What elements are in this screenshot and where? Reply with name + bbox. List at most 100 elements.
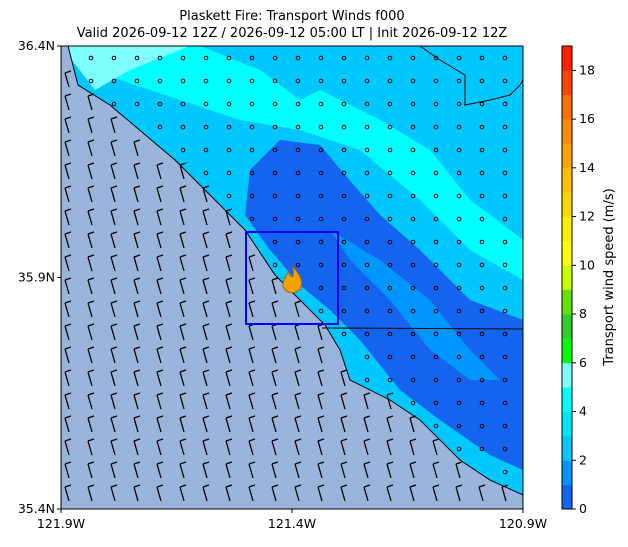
wind-barb <box>386 392 394 410</box>
wind-barb <box>179 484 187 502</box>
wind-barb <box>133 300 141 318</box>
calm-wind <box>180 55 186 61</box>
wind-barb <box>202 300 210 318</box>
calm-wind <box>157 124 163 130</box>
wind-barb <box>202 208 210 226</box>
calm-wind <box>387 55 393 61</box>
colorbar-tick-label: 8 <box>579 306 587 321</box>
wind-barb <box>133 185 141 203</box>
x-tick-label: 120.9W <box>499 516 547 531</box>
calm-wind <box>456 377 462 383</box>
wind-barb <box>179 231 187 249</box>
calm-wind <box>364 331 370 337</box>
calm-wind <box>433 216 439 222</box>
calm-wind <box>295 193 301 199</box>
wind-barb <box>156 323 164 341</box>
calm-wind <box>479 78 485 84</box>
calm-wind <box>456 354 462 360</box>
wind-barb <box>110 392 118 410</box>
calm-wind <box>456 78 462 84</box>
calm-wind <box>479 147 485 153</box>
calm-wind <box>387 377 393 383</box>
calm-wind <box>341 216 347 222</box>
fire-box <box>245 231 339 325</box>
calm-wind <box>272 216 278 222</box>
calm-wind <box>433 308 439 314</box>
wind-barb <box>156 438 164 456</box>
wind-barb <box>87 323 95 341</box>
calm-wind <box>479 216 485 222</box>
calm-wind <box>111 78 117 84</box>
wind-barb <box>179 300 187 318</box>
wind-barb <box>317 438 325 456</box>
wind-barb <box>202 484 210 502</box>
wind-barb <box>156 461 164 479</box>
calm-wind <box>502 354 508 360</box>
wind-barb <box>248 392 256 410</box>
calm-wind <box>226 101 232 107</box>
calm-wind <box>502 170 508 176</box>
calm-wind <box>295 216 301 222</box>
wind-barb <box>87 162 95 180</box>
wind-barb <box>156 369 164 387</box>
calm-wind <box>502 423 508 429</box>
calm-wind <box>203 124 209 130</box>
calm-wind <box>272 147 278 153</box>
calm-wind <box>341 170 347 176</box>
colorbar-segment <box>562 289 572 315</box>
calm-wind <box>433 377 439 383</box>
calm-wind <box>364 55 370 61</box>
wind-barb <box>87 277 95 295</box>
calm-wind <box>410 331 416 337</box>
colorbar-tick-label: 2 <box>579 452 587 467</box>
wind-barb <box>317 369 325 387</box>
wind-barb <box>248 484 256 502</box>
colorbar-segment <box>562 435 572 461</box>
calm-wind <box>203 170 209 176</box>
calm-wind <box>479 377 485 383</box>
wind-barb <box>363 438 371 456</box>
wind-barb <box>110 277 118 295</box>
calm-wind <box>456 101 462 107</box>
wind-barb <box>271 277 279 295</box>
calm-wind <box>387 285 393 291</box>
calm-wind <box>433 170 439 176</box>
colorbar-segment <box>562 362 572 388</box>
wind-barb <box>179 208 187 226</box>
calm-wind <box>111 55 117 61</box>
wind-barb <box>133 254 141 272</box>
wind-barb <box>64 116 72 134</box>
wind-barb <box>225 461 233 479</box>
wind-barb <box>110 461 118 479</box>
calm-wind <box>318 101 324 107</box>
wind-barb <box>64 300 72 318</box>
calm-wind <box>364 78 370 84</box>
wind-barb <box>455 461 463 479</box>
wind-barb <box>156 254 164 272</box>
calm-wind <box>249 147 255 153</box>
calm-wind <box>203 147 209 153</box>
colorbar-segment <box>562 460 572 485</box>
calm-wind <box>479 446 485 452</box>
calm-wind <box>387 193 393 199</box>
calm-wind <box>387 216 393 222</box>
wind-barb <box>340 369 348 387</box>
calm-wind <box>295 124 301 130</box>
wind-barb <box>110 346 118 364</box>
calm-wind <box>433 147 439 153</box>
wind-barb <box>179 185 187 203</box>
calm-wind <box>203 55 209 61</box>
wind-barb <box>225 300 233 318</box>
calm-wind <box>203 101 209 107</box>
calm-wind <box>364 147 370 153</box>
calm-wind <box>318 124 324 130</box>
colorbar-segment <box>562 314 572 339</box>
calm-wind <box>410 55 416 61</box>
colorbar-segment <box>562 46 572 71</box>
wind-barb <box>340 415 348 433</box>
wind-barb <box>179 438 187 456</box>
calm-wind <box>479 101 485 107</box>
calm-wind <box>272 262 278 268</box>
